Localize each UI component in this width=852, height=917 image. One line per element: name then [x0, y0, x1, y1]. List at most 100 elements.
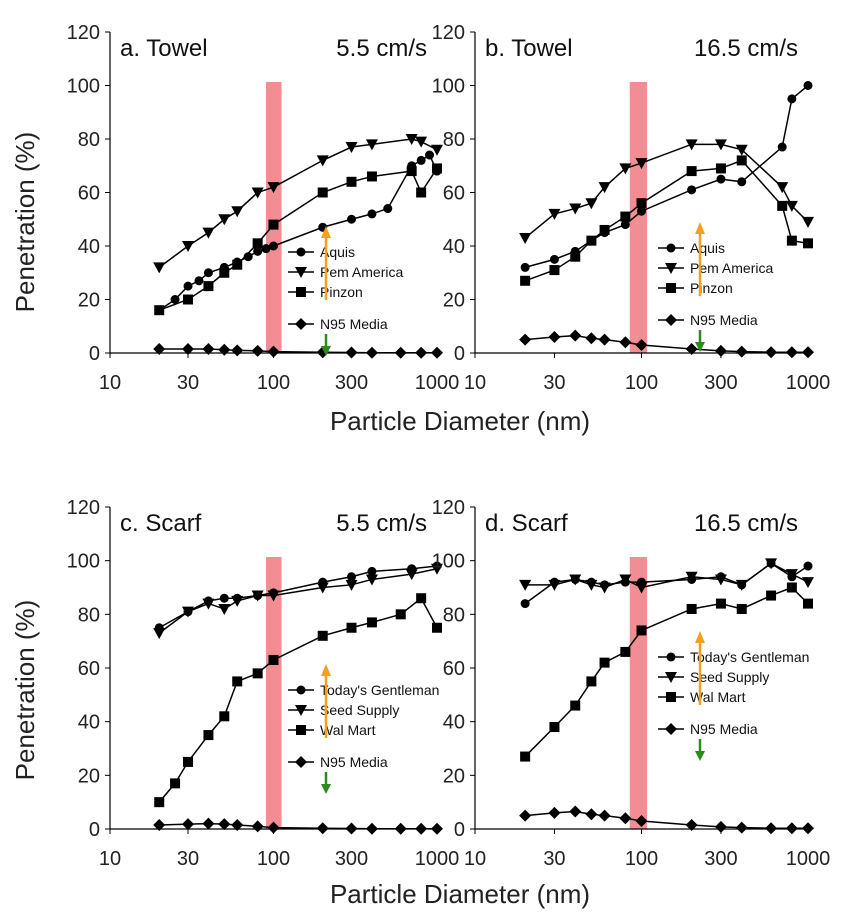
data-point: [394, 822, 407, 835]
data-point: [736, 603, 747, 614]
data-point: [803, 598, 813, 609]
data-point: [218, 818, 231, 831]
data-point: [154, 797, 165, 808]
data-point: [803, 238, 813, 249]
data-point: [268, 654, 279, 665]
data-point: [252, 238, 263, 249]
data-point: [394, 346, 407, 359]
x-tick-label: 10: [464, 372, 486, 394]
legend: Today's Gentleman Seed Supply Wal Mart N95 …: [658, 649, 809, 737]
legend-swatch-marker: [666, 283, 676, 293]
y-tick-label: 80: [443, 604, 465, 626]
x-tick-label: 1000: [415, 848, 460, 870]
down-arrow-head: [695, 751, 705, 761]
data-point: [585, 198, 598, 210]
legend-swatch-marker: [295, 267, 307, 278]
x-tick-label: 100: [257, 848, 290, 870]
data-point: [549, 265, 560, 276]
data-point: [802, 822, 814, 835]
legend-label: Pinzon: [690, 280, 733, 296]
panel-3: 0 20 40 60 80 100 120 10 30 100 300 1000 c. Scarf 5.5…: [67, 497, 460, 870]
data-point: [366, 617, 377, 628]
data-point: [267, 345, 280, 358]
data-point: [251, 187, 264, 199]
data-point: [619, 812, 632, 825]
legend-label: Pem America: [320, 264, 403, 280]
data-point: [367, 209, 377, 219]
data-point: [685, 139, 698, 151]
highlight-band: [629, 557, 648, 829]
data-point: [715, 598, 726, 609]
data-point: [202, 817, 215, 830]
data-point: [735, 821, 748, 834]
series-pinzon: [154, 163, 442, 316]
data-point: [777, 200, 788, 211]
data-point: [346, 176, 357, 187]
data-point: [635, 814, 648, 827]
data-point: [153, 628, 166, 640]
x-tick-label: 10: [464, 848, 486, 870]
data-point: [154, 305, 165, 316]
legend-label: Wal Mart: [690, 689, 746, 705]
data-point: [598, 182, 611, 194]
y-axis-label-top: Penetration (%): [10, 132, 40, 313]
series-n95-media: [153, 342, 443, 359]
legend-swatch-marker: [665, 672, 677, 683]
data-point: [405, 569, 418, 581]
data-point: [619, 163, 632, 175]
y-tick-label: 80: [443, 129, 465, 151]
data-point: [431, 346, 443, 359]
data-point: [519, 333, 532, 346]
data-point: [251, 590, 264, 602]
data-point: [802, 346, 814, 359]
x-tick-label: 30: [543, 372, 565, 394]
data-point: [202, 227, 215, 239]
data-point: [183, 294, 194, 305]
data-point: [431, 822, 443, 835]
data-point: [687, 185, 697, 195]
y-tick-label: 20: [78, 290, 100, 312]
data-point: [548, 208, 561, 220]
panel-title: c. Scarf: [120, 510, 202, 537]
series-line: [158, 565, 438, 629]
data-point: [365, 574, 378, 586]
data-point: [316, 155, 329, 167]
data-point: [787, 94, 797, 104]
data-point: [519, 809, 532, 822]
data-point: [416, 187, 427, 198]
data-point: [345, 579, 358, 591]
legend-label: N95 Media: [690, 312, 758, 328]
data-point: [365, 139, 378, 151]
data-point: [786, 235, 797, 246]
data-point: [520, 262, 530, 272]
data-point: [637, 206, 646, 216]
data-point: [735, 579, 748, 591]
data-point: [416, 155, 426, 165]
data-point: [765, 558, 778, 570]
legend: Aquis Pem America Pinzon N95 Media: [658, 240, 773, 328]
legend-label: Aquis: [320, 244, 355, 260]
data-point: [585, 579, 598, 591]
y-tick-label: 120: [432, 497, 465, 519]
y-tick-label: 0: [454, 819, 465, 841]
y-tick-label: 40: [78, 712, 100, 734]
series-wal-mart: [154, 593, 442, 808]
panel-title: a. Towel: [120, 35, 208, 62]
legend-label: Wal Mart: [320, 722, 376, 738]
y-tick-label: 60: [78, 658, 100, 680]
down-arrow-head: [321, 784, 331, 794]
data-point: [685, 818, 698, 831]
data-point: [383, 204, 393, 214]
data-point: [735, 144, 748, 156]
data-point: [219, 593, 229, 603]
data-point: [548, 579, 561, 591]
y-axis-label-bottom: Penetration (%): [10, 600, 40, 781]
up-arrow-head: [321, 226, 331, 238]
data-point: [636, 625, 647, 636]
data-point: [183, 756, 194, 767]
legend-label: Seed Supply: [690, 669, 769, 685]
legend-swatch-marker: [295, 756, 307, 768]
x-tick-label: 10: [99, 848, 121, 870]
series-aquis: [520, 81, 813, 272]
data-point: [765, 822, 778, 835]
